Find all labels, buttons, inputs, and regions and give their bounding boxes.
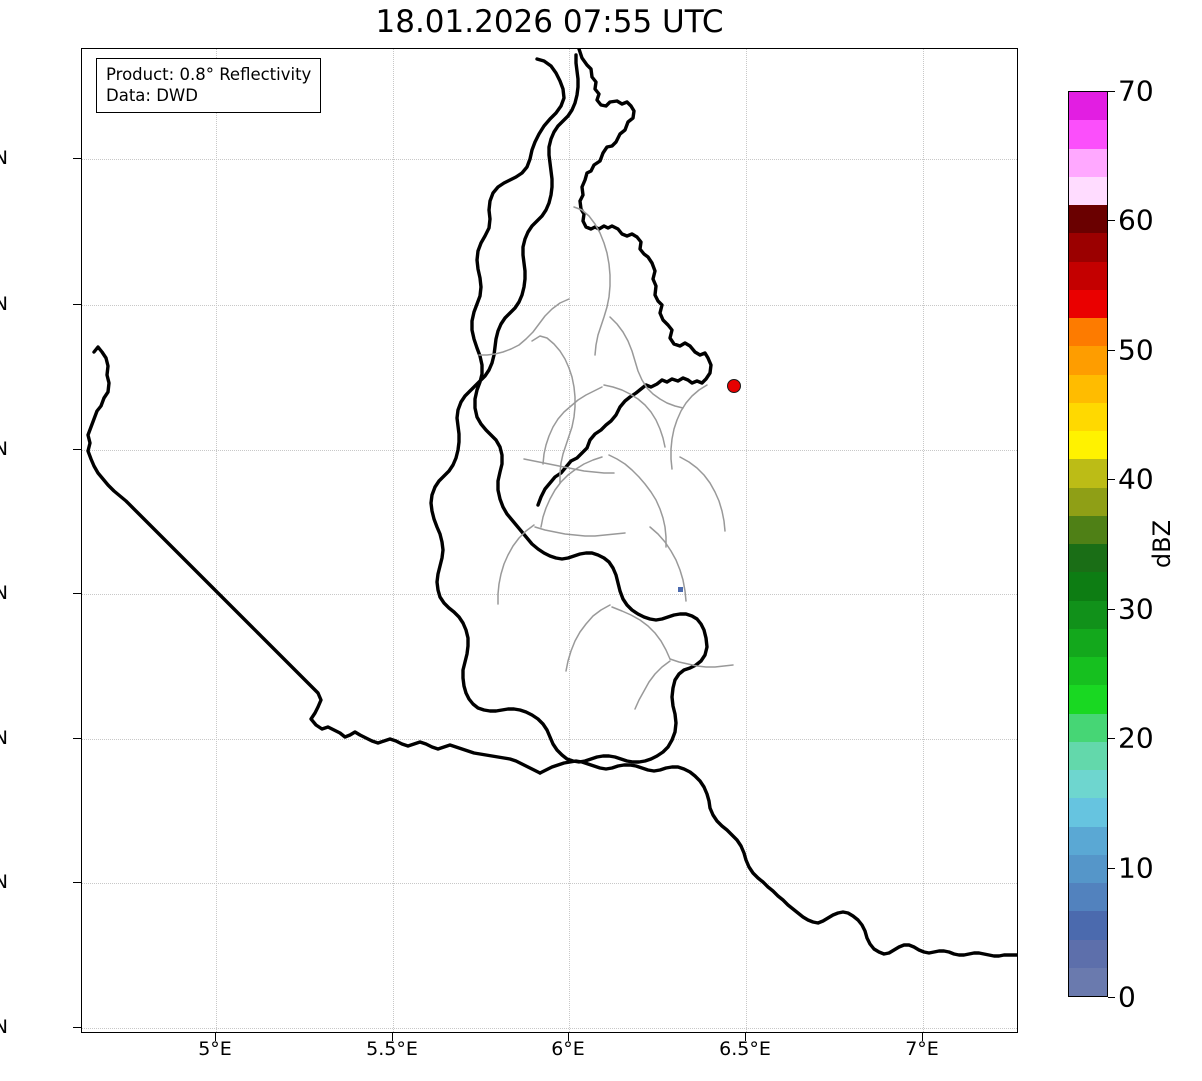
colorbar-band-7 <box>1069 289 1107 318</box>
colorbar-tick-label-10: 10 <box>1118 851 1154 885</box>
gridline-lon-7 <box>923 49 924 1032</box>
colorbar-band-23 <box>1069 741 1107 770</box>
xtick-mark-5 <box>215 1033 216 1041</box>
gridline-lon-6 <box>569 49 570 1032</box>
gridline-lat-49 <box>82 1028 1017 1029</box>
colorbar-tick-60 <box>1108 220 1115 221</box>
colorbar-band-15 <box>1069 515 1107 544</box>
colorbar-tick-70 <box>1108 91 1115 92</box>
radar-station-marker[interactable] <box>727 379 741 393</box>
colorbar-band-31 <box>1069 967 1107 996</box>
colorbar-band-24 <box>1069 770 1107 799</box>
colorbar-band-21 <box>1069 685 1107 714</box>
colorbar-tick-label-30: 30 <box>1118 592 1154 626</box>
colorbar-tick-label-0: 0 <box>1118 980 1136 1014</box>
colorbar-band-17 <box>1069 572 1107 601</box>
colorbar-band-16 <box>1069 544 1107 573</box>
colorbar-tick-40 <box>1108 479 1115 480</box>
ytick-label-50: 50°N <box>0 438 8 460</box>
xtick-mark-6 <box>568 1033 569 1041</box>
colorbar-band-12 <box>1069 431 1107 460</box>
colorbar-tick-label-50: 50 <box>1118 333 1154 367</box>
ytick-mark-50-5 <box>73 158 81 159</box>
border-national-northeast <box>536 49 713 507</box>
colorbar-tick-label-40: 40 <box>1118 462 1154 496</box>
gridline-lat-50 <box>82 450 1017 451</box>
ytick-mark-50-25 <box>73 304 81 305</box>
xtick-label-7: 7°E <box>905 1038 939 1060</box>
border-national-south <box>538 759 1017 958</box>
gridline-lon-6-5 <box>746 49 747 1032</box>
colorbar-band-2 <box>1069 148 1107 177</box>
colorbar-band-11 <box>1069 402 1107 431</box>
colorbar-band-6 <box>1069 261 1107 290</box>
ytick-label-49: 49°N <box>0 1016 8 1038</box>
colorbar-tick-10 <box>1108 868 1115 869</box>
colorbar-band-5 <box>1069 233 1107 262</box>
colorbar-tick-30 <box>1108 609 1115 610</box>
colorbar-tick-50 <box>1108 350 1115 351</box>
ytick-label-49-25: 49.25°N <box>0 871 8 893</box>
xtick-mark-5-5 <box>392 1033 393 1041</box>
ytick-mark-49-5 <box>73 738 81 739</box>
gridline-lon-5 <box>216 49 217 1032</box>
xtick-label-6-5: 6.5°E <box>719 1038 771 1060</box>
ytick-mark-49-25 <box>73 882 81 883</box>
gridline-lat-50-25 <box>82 305 1017 306</box>
gridline-lat-50-5 <box>82 159 1017 160</box>
ytick-label-50-25: 50.25°N <box>0 293 8 315</box>
colorbar-tick-20 <box>1108 738 1115 739</box>
xtick-mark-6-5 <box>745 1033 746 1041</box>
ytick-label-50-5: 50.5°N <box>0 147 8 169</box>
colorbar-band-20 <box>1069 657 1107 686</box>
info-data-line: Data: DWD <box>106 86 198 105</box>
border-national-west <box>86 345 542 775</box>
colorbar-band-26 <box>1069 826 1107 855</box>
gridline-lat-49-25 <box>82 883 1017 884</box>
colorbar-tick-0 <box>1108 997 1115 998</box>
radar-echo-pixel <box>678 587 683 592</box>
colorbar-band-8 <box>1069 318 1107 347</box>
colorbar-band-29 <box>1069 911 1107 940</box>
colorbar-band-22 <box>1069 713 1107 742</box>
xtick-label-6: 6°E <box>551 1038 585 1060</box>
colorbar-band-14 <box>1069 487 1107 516</box>
colorbar[interactable] <box>1068 91 1108 997</box>
colorbar-band-13 <box>1069 459 1107 488</box>
xtick-label-5-5: 5.5°E <box>366 1038 418 1060</box>
colorbar-band-10 <box>1069 374 1107 403</box>
colorbar-tick-label-60: 60 <box>1118 203 1154 237</box>
colorbar-tick-label-20: 20 <box>1118 721 1154 755</box>
colorbar-band-9 <box>1069 346 1107 375</box>
colorbar-band-30 <box>1069 939 1107 968</box>
ytick-label-49-75: 49.75°N <box>0 582 8 604</box>
colorbar-band-1 <box>1069 120 1107 149</box>
colorbar-band-4 <box>1069 205 1107 234</box>
map-borders-layer <box>86 49 1017 958</box>
colorbar-axis-label: dBZ <box>1148 519 1176 569</box>
ytick-mark-50 <box>73 449 81 450</box>
info-product-line: Product: 0.8° Reflectivity <box>106 65 312 84</box>
gridline-lat-49-75 <box>82 594 1017 595</box>
xtick-mark-7 <box>922 1033 923 1041</box>
map-plot-area[interactable]: Product: 0.8° Reflectivity Data: DWD <box>81 48 1018 1033</box>
colorbar-band-19 <box>1069 628 1107 657</box>
gridline-lat-49-5 <box>82 739 1017 740</box>
page-title: 18.01.2026 07:55 UTC <box>375 4 724 40</box>
info-box: Product: 0.8° Reflectivity Data: DWD <box>96 58 322 113</box>
colorbar-band-28 <box>1069 883 1107 912</box>
ytick-label-49-5: 49.5°N <box>0 727 8 749</box>
xtick-label-5: 5°E <box>198 1038 232 1060</box>
colorbar-band-25 <box>1069 798 1107 827</box>
colorbar-band-3 <box>1069 176 1107 205</box>
colorbar-band-0 <box>1069 92 1107 121</box>
luxembourg-canton-borders <box>478 206 734 710</box>
ytick-mark-49-75 <box>73 593 81 594</box>
colorbar-tick-label-70: 70 <box>1118 74 1154 108</box>
gridline-lon-5-5 <box>393 49 394 1032</box>
colorbar-band-27 <box>1069 854 1107 883</box>
ytick-mark-49 <box>73 1027 81 1028</box>
colorbar-band-18 <box>1069 600 1107 629</box>
